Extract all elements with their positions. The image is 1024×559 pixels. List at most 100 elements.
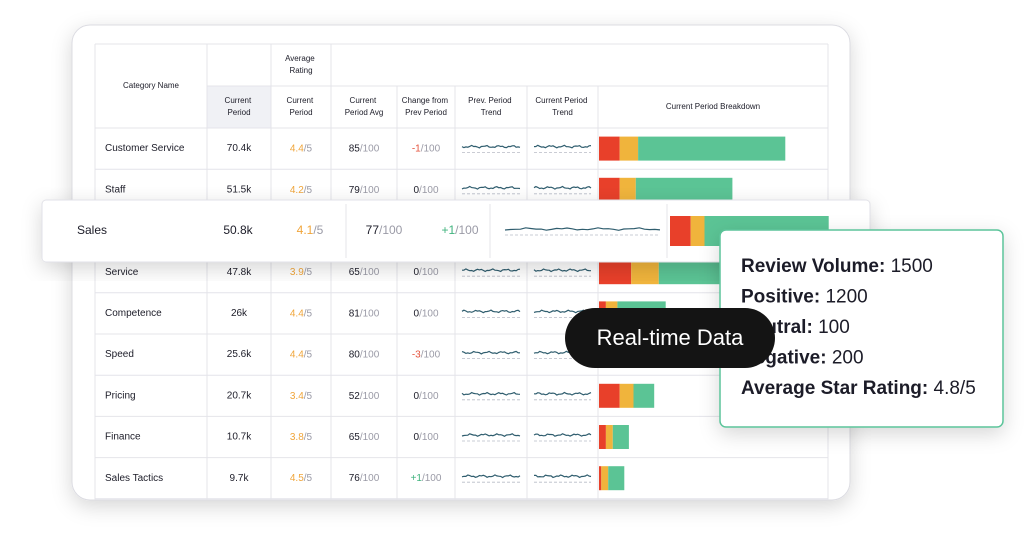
breakdown-neutral (631, 260, 659, 285)
tooltip-value: 4.8/5 (934, 378, 976, 399)
rating-text: 4.4/5 (290, 143, 313, 154)
breakdown-neutral (619, 177, 636, 202)
category-name: Pricing (105, 390, 136, 401)
rating-suffix: /5 (304, 143, 313, 154)
avg-suffix: /100 (360, 390, 380, 401)
trend-line (461, 474, 521, 479)
change-value: 0 (413, 432, 419, 443)
trend-line (461, 268, 521, 273)
volume: 9.7k (230, 473, 250, 484)
table-row: Pricing 20.7k 3.4/5 52/100 0/100 (105, 383, 655, 408)
change-suffix: /100 (419, 184, 439, 195)
category-name: Speed (105, 349, 134, 360)
rating-suffix: /5 (304, 308, 313, 319)
avg-text: 79/100 (349, 184, 380, 195)
volume: 70.4k (227, 143, 252, 154)
avg-text: 81/100 (349, 308, 380, 319)
rating-value: 4.5 (290, 473, 304, 484)
avg-value: 77 (366, 223, 380, 237)
rating-suffix: /5 (304, 432, 313, 443)
column-header: Current Period (225, 96, 254, 117)
breakdown-negative (599, 136, 620, 161)
trend-line (533, 474, 592, 479)
avg-value: 80 (349, 349, 361, 360)
rating-value: 3.9 (290, 267, 304, 278)
change-value: +1 (411, 473, 423, 484)
column-header: Average Rating (285, 54, 317, 75)
avg-suffix: /100 (360, 143, 380, 154)
rating-value: 4.4 (290, 308, 304, 319)
avg-value: 65 (349, 267, 361, 278)
rating-text: 3.8/5 (290, 432, 313, 443)
trend-line (504, 227, 661, 231)
category-name: Customer Service (105, 143, 185, 154)
tooltip-value: 1500 (891, 256, 933, 277)
breakdown-negative (599, 466, 602, 491)
table-row: Service 47.8k 3.9/5 65/100 0/100 (105, 260, 751, 285)
change-value: 0 (413, 184, 419, 195)
rating-value: 3.8 (290, 432, 304, 443)
avg-text: 76/100 (349, 473, 380, 484)
pill-label: Real-time Data (597, 325, 744, 350)
avg-suffix: /100 (360, 267, 380, 278)
change-suffix: /100 (421, 143, 441, 154)
rating-suffix: /5 (304, 267, 313, 278)
change-value: 0 (413, 390, 419, 401)
tooltip-label: Positive: (741, 287, 825, 308)
change-text: +1/100 (411, 473, 442, 484)
change-suffix: /100 (419, 267, 439, 278)
volume: 25.6k (227, 349, 252, 360)
rating-text: 4.4/5 (290, 308, 313, 319)
rating-text: 4.1/5 (297, 223, 324, 237)
category-name: Sales Tactics (105, 473, 163, 484)
change-value: -3 (412, 349, 421, 360)
breakdown-positive (608, 466, 625, 491)
avg-value: 65 (349, 432, 361, 443)
breakdown-positive (633, 383, 655, 408)
rating-value: 4.4 (290, 349, 304, 360)
change-suffix: /100 (419, 390, 439, 401)
change-suffix: /100 (455, 223, 479, 237)
rating-text: 3.9/5 (290, 267, 313, 278)
avg-text: 77/100 (366, 223, 403, 237)
avg-suffix: /100 (360, 432, 380, 443)
change-text: 0/100 (413, 308, 438, 319)
rating-suffix: /5 (313, 223, 323, 237)
header-shade (207, 86, 271, 128)
breakdown-positive (612, 425, 629, 449)
tooltip-label: Review Volume: (741, 256, 891, 277)
avg-text: 52/100 (349, 390, 380, 401)
breakdown-neutral (605, 425, 613, 449)
change-text: 0/100 (413, 432, 438, 443)
change-text: 0/100 (413, 390, 438, 401)
change-suffix: /100 (419, 432, 439, 443)
column-header: Change from Prev Period (402, 96, 450, 117)
change-text: +1/100 (441, 223, 478, 237)
pill: Real-time Data (565, 308, 775, 368)
rating-suffix: /5 (304, 184, 313, 195)
trend-line (533, 185, 592, 190)
change-text: 0/100 (413, 184, 438, 195)
trend-line (533, 433, 592, 437)
change-text: -3/100 (412, 349, 441, 360)
volume: 47.8k (227, 267, 252, 278)
change-value: +1 (441, 223, 455, 237)
category-name: Competence (105, 308, 162, 319)
avg-text: 85/100 (349, 143, 380, 154)
breakdown-negative (599, 425, 606, 449)
tooltip-value: 1200 (825, 287, 867, 308)
category-name: Sales (77, 223, 107, 237)
trend-line (461, 185, 521, 190)
avg-suffix: /100 (360, 308, 380, 319)
breakdown-neutral (690, 216, 705, 246)
breakdown-positive (635, 177, 733, 202)
trend-line (461, 391, 521, 396)
rating-suffix: /5 (304, 390, 313, 401)
tooltip-label: Average Star Rating: (741, 378, 934, 399)
breakdown-negative (599, 177, 620, 202)
avg-suffix: /100 (360, 473, 380, 484)
volume: 10.7k (227, 432, 252, 443)
change-suffix: /100 (419, 308, 439, 319)
